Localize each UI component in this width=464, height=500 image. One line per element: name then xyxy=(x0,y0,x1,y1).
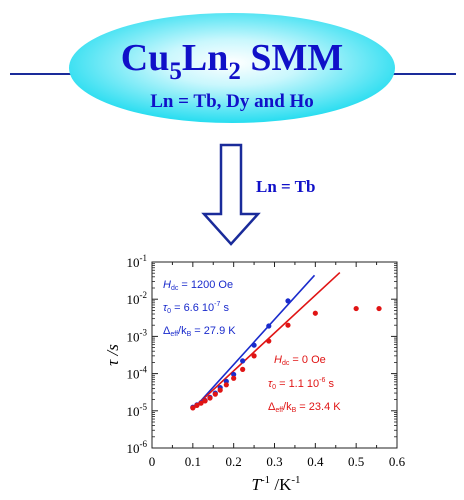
red-data-point xyxy=(202,398,208,404)
blue-tau0-text: τ0 = 6.6 10-7 s xyxy=(163,301,229,315)
x-tick-label: 0.5 xyxy=(348,454,364,469)
blue-data-point xyxy=(266,323,272,329)
red-data-point xyxy=(217,387,223,393)
blue-data-point xyxy=(231,371,237,378)
compound-subtitle: Ln = Tb, Dy and Ho xyxy=(150,91,314,112)
red-annotation: Hdc = 0 Oe τ0 = 1.1 10-6 s Δeff/kB = 23.… xyxy=(268,354,341,414)
red-tau0-text: τ0 = 1.1 10-6 s xyxy=(268,377,334,391)
red-data-point xyxy=(353,305,359,312)
red-data-point xyxy=(376,305,382,312)
title-ellipse xyxy=(69,13,395,123)
red-data-point xyxy=(231,375,237,381)
y-axis: 10-1 10-2 10-3 10-4 10-5 10-6 xyxy=(127,253,397,456)
y-tick-label: 10-2 xyxy=(127,290,148,307)
red-data-point xyxy=(207,395,213,401)
y-tick-label: 10-1 xyxy=(127,253,148,270)
y-tick-label: 10-5 xyxy=(127,402,148,419)
blue-data-point xyxy=(285,298,291,304)
red-data-point xyxy=(223,382,229,388)
red-hdc-text: Hdc = 0 Oe xyxy=(274,354,326,367)
x-tick-label: 0.6 xyxy=(389,454,406,469)
x-tick-label: 0.2 xyxy=(226,454,242,469)
compound-title: Cu5Ln2 SMM xyxy=(121,37,343,85)
red-data-point xyxy=(240,366,246,372)
blue-data-point xyxy=(251,342,257,348)
x-tick-label: 0.4 xyxy=(307,454,324,469)
relaxation-chart: 0 0.1 0.2 0.3 0.4 0.5 0.6 10-1 10-2 10-3 10-4 10-5… xyxy=(103,253,406,494)
blue-hdc-text: Hdc = 1200 Oe xyxy=(163,279,233,292)
y-axis-label: τ /s xyxy=(103,344,122,366)
y-tick-label: 10-4 xyxy=(127,365,148,382)
blue-delta-text: Δeff/kB = 27.9 K xyxy=(163,325,236,338)
arrow-label: Ln = Tb xyxy=(256,177,315,196)
x-axis-label: T-1 /K-1 xyxy=(251,474,300,494)
red-delta-text: Δeff/kB = 23.4 K xyxy=(268,401,341,414)
red-data-point xyxy=(266,338,272,344)
x-tick-label: 0 xyxy=(149,454,156,469)
blue-annotation: Hdc = 1200 Oe τ0 = 6.6 10-7 s Δeff/kB = … xyxy=(163,279,236,338)
down-arrow-icon xyxy=(201,143,261,246)
red-data-point xyxy=(190,405,196,411)
red-data-point xyxy=(212,391,218,397)
blue-data-point xyxy=(240,358,246,364)
x-tick-label: 0.1 xyxy=(185,454,201,469)
red-data-point xyxy=(312,310,318,316)
x-axis: 0 0.1 0.2 0.3 0.4 0.5 0.6 xyxy=(149,262,406,469)
red-data-point xyxy=(285,322,291,328)
y-tick-label: 10-3 xyxy=(127,327,148,344)
data-points xyxy=(190,298,382,411)
red-data-point xyxy=(251,353,257,359)
blue-fit-line xyxy=(192,274,316,411)
x-tick-label: 0.3 xyxy=(266,454,282,469)
y-tick-label: 10-6 xyxy=(127,439,148,456)
red-data-point xyxy=(194,402,200,408)
red-data-point xyxy=(198,400,204,406)
